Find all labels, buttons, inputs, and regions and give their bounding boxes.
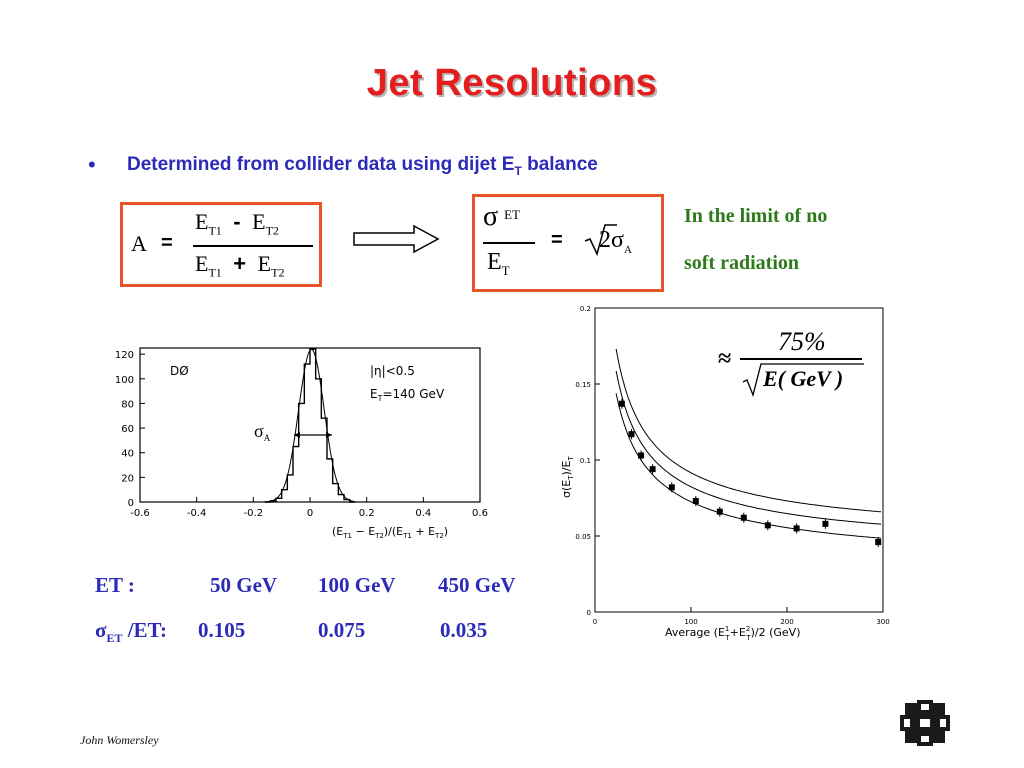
hist-x-tick-label: 0.4 [415,508,431,519]
hist-et-cut-label: ET=140 GeV [370,387,445,403]
table-row2-col3: 0.035 [440,618,488,642]
res-data-point [668,484,675,491]
approx-numerator: 75% [778,327,826,356]
sqrt-sign-icon [584,224,617,257]
res-lower-curve [615,393,882,539]
asymmetry-formula-box: A = ET1 - ET2 ET1 + ET2 [120,202,322,287]
table-row1-col2: 100 GeV [318,573,396,597]
fermilab-logo-icon [900,700,950,746]
res-y-tick-label: 0.15 [575,381,591,389]
table-row1-col3: 450 GeV [438,573,516,597]
hist-y-tick-label: 120 [115,350,134,361]
res-y-tick-label: 0.1 [580,457,591,465]
hist-eta-cut-label: |η|<0.5 [370,364,415,378]
res-data-point [618,400,625,407]
hist-xlabel: (ET1 − ET2)/(ET1 + ET2) [332,525,448,540]
res-frame [594,307,884,613]
hist-x-tick-label: -0.6 [130,508,150,519]
formula-sigma-rhs: 2σA [599,227,632,256]
fraction-bar [483,242,535,244]
res-data-point [628,431,635,438]
hist-sigma-label: σA [254,421,271,443]
approx-denominator: E( GeV ) [763,366,844,391]
fraction-bar [740,358,862,360]
res-upper-curve [615,348,882,513]
hist-y-tick-label: 100 [115,375,134,386]
res-data-point [649,466,656,473]
hist-x-tick-label: 0.2 [359,508,375,519]
res-data-point [692,498,699,505]
res-y-tick-label: 0 [587,609,591,617]
bullet-text: Determined from collider data using dije… [127,154,598,178]
res-y-tick-label: 0.05 [575,533,591,541]
res-data-point [716,508,723,515]
res-y-tick-label: 0.2 [580,305,591,313]
table-row2-label: σET /ET: [95,618,167,646]
table-row2-col1: 0.105 [198,618,246,642]
hist-experiment-label: DØ [170,364,189,378]
hist-x-tick-label: 0.6 [472,508,488,519]
hist-x-tick-label: -0.4 [187,508,207,519]
formula-a-denominator: ET1 + ET2 [195,251,285,280]
hist-y-tick-label: 40 [121,449,134,460]
limit-note-line1: In the limit of no [684,205,828,227]
res-central-curve [615,370,882,525]
footer-author: John Womersley [80,733,159,747]
table-row1-col1: 50 GeV [210,573,278,597]
bullet-marker: • [88,152,96,177]
formula-sigma-denominator: ET [487,249,510,278]
sqrt-sign-icon [742,363,864,398]
hist-sigma-arrow-icon [294,432,332,438]
hist-step-line [264,348,356,503]
formula-sigma-eq: = [551,229,563,251]
resolution-vs-et-chart: 0 100 200 300 0 0.05 0.1 0.15 0.2 Average (E1 T+… [560,305,890,642]
res-data-point [764,522,771,529]
res-x-tick-label: 100 [684,618,697,626]
formula-a-numerator: ET1 - ET2 [195,209,279,238]
res-x-tick-label: 300 [876,618,889,626]
hist-gauss-fit [264,348,355,503]
res-data-point [740,514,747,521]
formula-a-lhs: A [131,231,147,256]
hist-y-tick-label: 60 [121,424,134,435]
table-row2-col2: 0.075 [318,618,366,642]
limit-note-line2: soft radiation [684,252,799,274]
hist-frame [139,347,481,503]
res-x-tick-label: 200 [780,618,793,626]
approx-symbol: ≈ [718,346,732,372]
hist-x-tick-label: -0.2 [244,508,264,519]
res-ylabel: σ(ET)/ET [560,456,575,498]
res-data-point [638,452,645,459]
asymmetry-histogram: -0.6 -0.4 -0.2 0 0.2 0.4 0.6 0 20 40 60 80 100 120 D… [115,347,488,540]
page-title: Jet Resolutions [366,62,658,104]
implies-arrow-icon [353,224,440,254]
res-data-point [793,525,800,532]
res-xlabel: Average (E1 T+E2 T)/2 (GeV) [665,625,801,642]
res-data-point [822,520,829,527]
hist-x-tick-label: 0 [307,508,313,519]
hist-y-tick-label: 80 [121,399,134,410]
hist-y-tick-label: 20 [121,473,134,484]
resolution-formula-box: σ ET ET = 2σA [472,194,664,292]
formula-sigma-numerator: σ ET [483,201,520,232]
hist-y-tick-label: 0 [128,498,134,509]
fraction-bar [193,245,313,247]
formula-a-eq: = [161,232,173,254]
table-row1-label: ET : [95,573,135,597]
res-x-tick-label: 0 [593,618,597,626]
res-data-point [875,539,882,546]
